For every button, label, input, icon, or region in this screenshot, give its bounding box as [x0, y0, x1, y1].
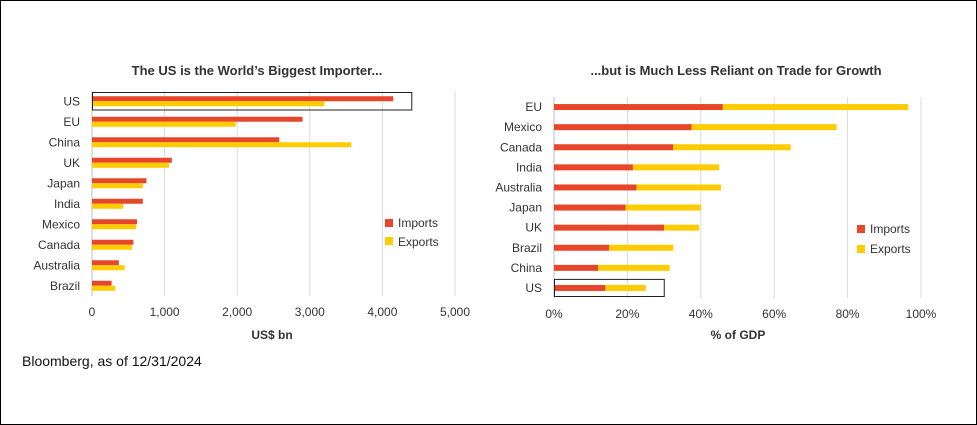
x-tick-label: 1,000: [150, 305, 180, 319]
bar-imports-japan: [92, 178, 147, 184]
bar-imports-eu: [554, 104, 723, 111]
x-tick-label: 5,000: [440, 305, 470, 319]
legend-swatch-exports: [385, 237, 393, 245]
category-label-india: India: [516, 160, 542, 174]
legend-label-exports: Exports: [870, 242, 911, 256]
bar-exports-eu: [92, 121, 236, 127]
legend-label-exports: Exports: [398, 235, 439, 249]
category-label-eu: EU: [525, 100, 542, 114]
bar-exports-us: [605, 284, 646, 291]
x-tick-label: 20%: [615, 307, 639, 321]
bar-exports-brazil: [609, 244, 674, 251]
highlight-box-us: [554, 278, 665, 297]
x-tick-label: 3,000: [295, 305, 325, 319]
bar-imports-us: [92, 96, 394, 102]
category-label-mexico: Mexico: [504, 120, 542, 134]
legend: Imports Exports: [385, 216, 439, 249]
category-label-uk: UK: [63, 156, 80, 170]
category-label-canada: Canada: [500, 140, 542, 154]
bar-exports-uk: [92, 162, 169, 168]
category-label-india: India: [54, 197, 80, 211]
chart-title: The US is the World’s Biggest Importer..…: [132, 63, 383, 78]
bar-imports-uk: [554, 224, 665, 231]
bar-imports-eu: [92, 116, 303, 122]
x-tick-label: 4,000: [367, 305, 397, 319]
category-label-brazil: Brazil: [512, 241, 542, 255]
legend-swatch-imports: [857, 225, 865, 233]
bar-exports-eu: [722, 104, 909, 111]
category-label-japan: Japan: [509, 201, 542, 215]
bar-imports-australia: [92, 260, 119, 266]
bar-exports-us: [92, 101, 325, 107]
legend-swatch-imports: [385, 219, 393, 227]
bar-exports-australia: [636, 184, 721, 191]
category-label-uk: UK: [525, 221, 542, 235]
bar-imports-japan: [554, 204, 626, 211]
bar-exports-india: [632, 164, 720, 171]
bar-imports-india: [554, 164, 633, 171]
x-tick-label: 0%: [545, 307, 563, 321]
category-label-mexico: Mexico: [42, 217, 80, 231]
bar-exports-japan: [625, 204, 701, 211]
category-label-eu: EU: [63, 115, 80, 129]
bar-imports-us: [554, 284, 606, 291]
category-label-brazil: Brazil: [50, 279, 80, 293]
bar-imports-china: [554, 264, 599, 271]
bar-exports-uk: [664, 224, 699, 231]
bar-exports-mexico: [691, 124, 837, 131]
bar-imports-canada: [92, 239, 134, 245]
highlight-box-us: [92, 92, 413, 111]
category-label-australia: Australia: [33, 258, 80, 272]
bar-exports-canada: [92, 244, 132, 250]
bar-exports-japan: [92, 183, 143, 189]
category-label-canada: Canada: [38, 238, 80, 252]
x-axis-label: % of GDP: [711, 328, 766, 342]
category-label-us: US: [63, 94, 80, 108]
category-label-china: China: [511, 261, 543, 275]
category-label-australia: Australia: [495, 180, 542, 194]
legend-label-imports: Imports: [398, 216, 438, 230]
x-tick-label: 80%: [836, 307, 860, 321]
legend: Imports Exports: [857, 222, 911, 256]
chart-title: ...but is Much Less Reliant on Trade for…: [590, 63, 881, 78]
bar-imports-brazil: [92, 280, 112, 286]
bar-exports-china: [92, 142, 352, 148]
bar-exports-china: [598, 264, 670, 271]
bar-exports-brazil: [92, 285, 116, 291]
bar-imports-uk: [92, 157, 172, 163]
bar-imports-china: [92, 137, 280, 143]
category-label-japan: Japan: [47, 176, 80, 190]
legend-swatch-exports: [857, 245, 865, 253]
x-tick-label: 100%: [906, 307, 937, 321]
x-axis-label: US$ bn: [251, 328, 292, 342]
bar-exports-canada: [673, 144, 791, 151]
bar-exports-india: [92, 203, 124, 209]
x-tick-label: 40%: [689, 307, 713, 321]
bar-imports-india: [92, 198, 143, 204]
bar-imports-mexico: [554, 124, 692, 131]
source-note: Bloomberg, as of 12/31/2024: [22, 353, 202, 369]
category-label-us: US: [525, 281, 542, 295]
bar-imports-canada: [554, 144, 674, 151]
x-tick-label: 60%: [762, 307, 786, 321]
bar-imports-brazil: [554, 244, 610, 251]
bar-exports-mexico: [92, 224, 137, 230]
bar-imports-australia: [554, 184, 637, 191]
x-tick-label: 0: [89, 305, 96, 319]
category-label-china: China: [49, 135, 81, 149]
bar-imports-mexico: [92, 219, 138, 225]
x-tick-label: 2,000: [222, 305, 252, 319]
bar-exports-australia: [92, 265, 125, 271]
legend-label-imports: Imports: [870, 222, 910, 236]
